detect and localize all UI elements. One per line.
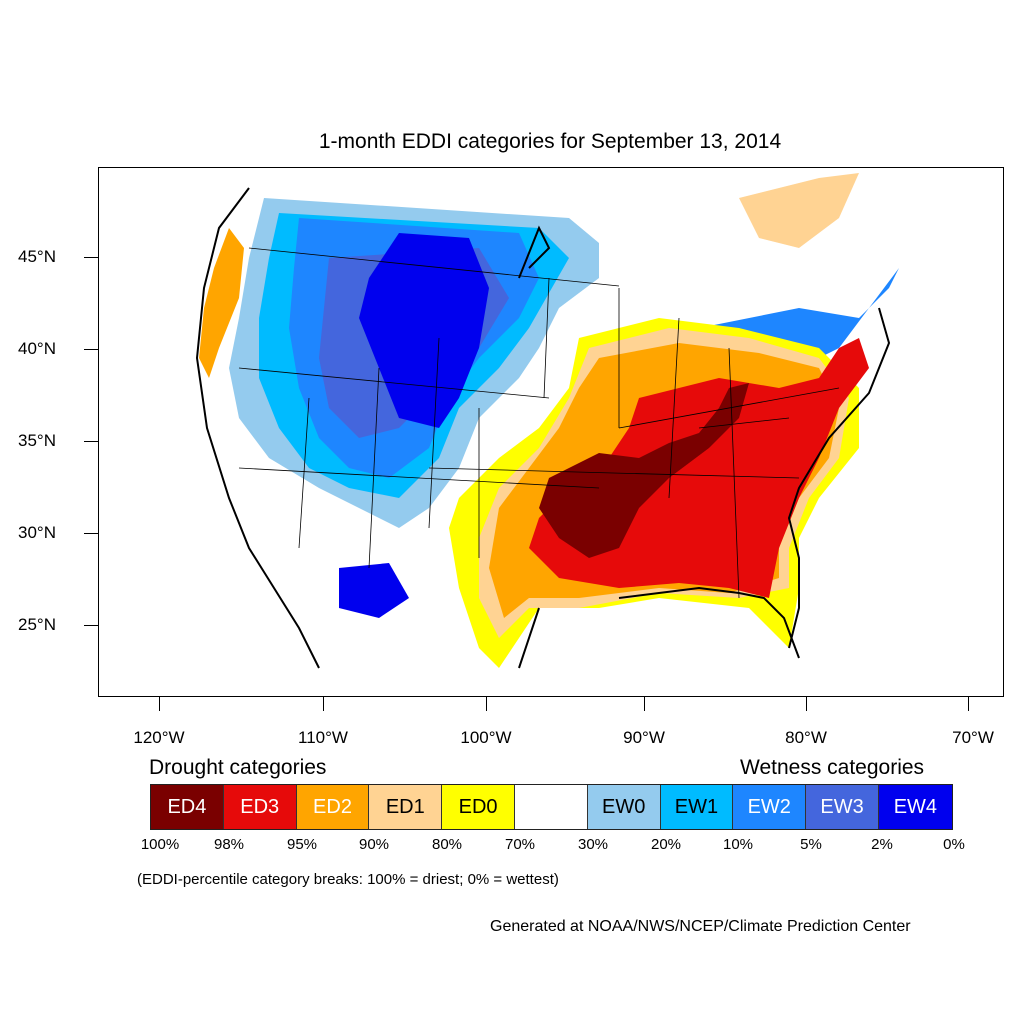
lon-label-80: 80°W — [785, 728, 827, 747]
lon-label-120: 120°W — [133, 728, 185, 747]
state-borders — [238, 247, 840, 599]
credit-text: Generated at NOAA/NWS/NCEP/Climate Predi… — [490, 918, 911, 935]
lat-tick-40 — [84, 349, 98, 350]
lat-label-25: 25°N — [18, 615, 56, 634]
category-note: (EDDI-percentile category breaks: 100% =… — [137, 871, 559, 888]
legend-cell-ed2: ED2 — [296, 785, 370, 829]
map-title: 1-month EDDI categories for September 13… — [318, 130, 782, 153]
lon-tick-70 — [968, 697, 969, 711]
pct-label: 10% — [722, 836, 754, 853]
pct-label: 30% — [577, 836, 609, 853]
lon-tick-120 — [159, 697, 160, 711]
pct-label: 95% — [286, 836, 318, 853]
legend-cell-ed0: ED0 — [442, 785, 515, 829]
legend-cell-ew1: EW1 — [660, 785, 734, 829]
region-ew4-sw — [339, 563, 409, 618]
lon-label-90: 90°W — [623, 728, 665, 747]
lon-tick-110 — [323, 697, 324, 711]
region-ed-canada — [739, 173, 859, 248]
pct-label: 98% — [213, 836, 245, 853]
legend-cell-ew4: EW4 — [878, 785, 952, 829]
lat-tick-35 — [84, 441, 98, 442]
pct-label: 20% — [650, 836, 682, 853]
legend-cell-normal — [514, 785, 588, 829]
pct-label: 80% — [431, 836, 463, 853]
lon-label-110: 110°W — [298, 728, 348, 747]
lon-tick-80 — [806, 697, 807, 711]
eddi-map — [195, 173, 899, 673]
region-ed-west-coast — [199, 228, 244, 378]
lat-label-35: 35°N — [18, 431, 56, 450]
region-ew4 — [359, 233, 489, 428]
legend-cell-ew0: EW0 — [587, 785, 661, 829]
drought-heading: Drought categories — [149, 756, 327, 779]
lat-tick-45 — [84, 257, 98, 258]
lat-label-40: 40°N — [18, 339, 56, 358]
legend-cell-ed1: ED1 — [369, 785, 443, 829]
pct-label: 70% — [504, 836, 536, 853]
pct-label: 90% — [358, 836, 390, 853]
category-legend: ED4 ED3 ED2 ED1 ED0 EW0 EW1 EW2 EW3 EW4 — [150, 784, 953, 830]
lat-tick-30 — [84, 533, 98, 534]
pct-label: 2% — [871, 836, 893, 853]
lon-label-70: 70°W — [952, 728, 994, 747]
pct-label: 100% — [140, 836, 180, 853]
wetness-heading: Wetness categories — [740, 756, 925, 779]
legend-cell-ed3: ED3 — [223, 785, 297, 829]
pct-label: 5% — [800, 836, 822, 853]
lat-label-45: 45°N — [18, 247, 56, 266]
legend-cell-ew3: EW3 — [806, 785, 879, 829]
pct-label: 0% — [943, 836, 965, 853]
legend-cell-ew2: EW2 — [733, 785, 807, 829]
lat-tick-25 — [84, 625, 98, 626]
lon-tick-90 — [644, 697, 645, 711]
lon-tick-100 — [486, 697, 487, 711]
lat-label-30: 30°N — [18, 523, 56, 542]
legend-cell-ed4: ED4 — [151, 785, 224, 829]
region-ed4 — [539, 383, 749, 558]
lon-label-100: 100°W — [460, 728, 512, 747]
map-panel — [98, 167, 1004, 697]
